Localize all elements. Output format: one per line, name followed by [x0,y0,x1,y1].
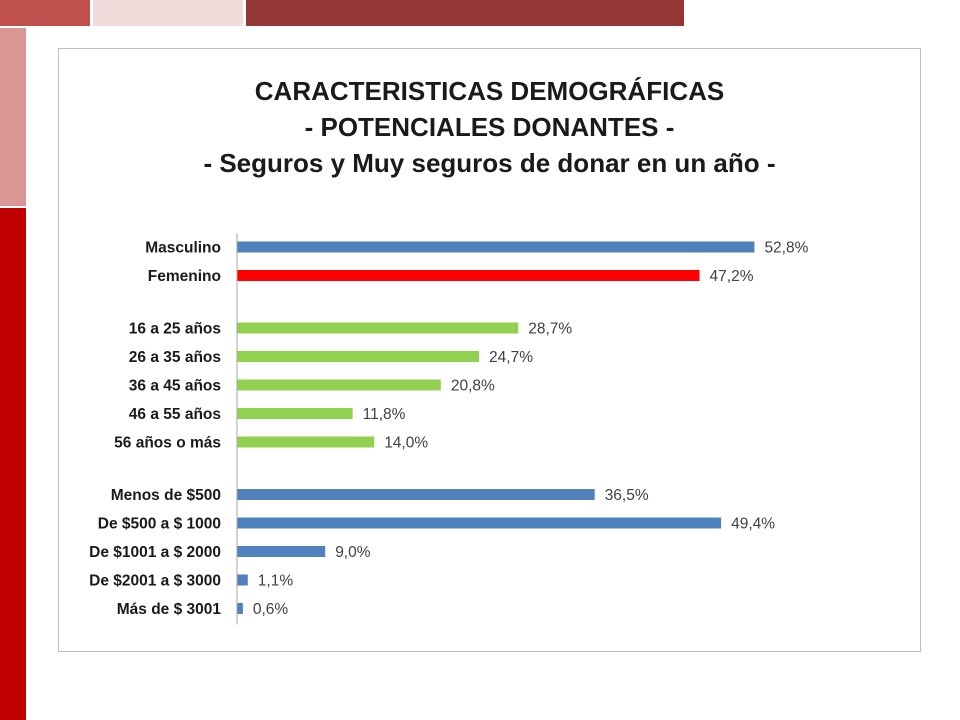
value-label: 20,8% [451,378,495,395]
chart-title-line-3: - Seguros y Muy seguros de donar en un a… [203,148,776,178]
header-decor-dark-red-block [246,0,684,26]
value-label: 28,7% [528,321,572,338]
category-label: 56 años o más [114,435,221,452]
category-label: 46 a 55 años [129,406,221,423]
bar [237,489,595,500]
bar [237,379,441,391]
bar [237,270,700,281]
chart-title: CARACTERISTICAS DEMOGRÁFICAS - POTENCIAL… [59,73,920,181]
bar [237,546,326,557]
value-label: 52,8% [764,240,808,257]
bar [237,436,375,448]
category-label: Masculino [145,240,221,257]
category-label: 36 a 45 años [129,378,221,395]
side-decor-red-block [0,208,26,720]
category-label: Femenino [148,268,221,285]
side-decor-pink-block [0,28,26,206]
value-label: 9,0% [335,544,371,561]
bar [237,574,248,586]
category-label: 26 a 35 años [129,349,221,366]
bar [237,351,480,362]
header-decor-pink-block [93,0,243,26]
category-label: Menos de $500 [111,487,221,504]
chart-frame: CARACTERISTICAS DEMOGRÁFICAS - POTENCIAL… [58,48,921,652]
category-label: Más de $ 3001 [117,601,222,618]
value-label: 24,7% [489,349,533,366]
category-label: De $1001 a $ 2000 [89,544,221,561]
bar [237,322,519,334]
value-label: 11,8% [363,406,406,423]
value-label: 36,5% [605,487,649,504]
chart-title-line-2: - POTENCIALES DONANTES - [304,112,675,142]
category-label: De $2001 a $ 3000 [89,573,221,590]
value-label: 0,6% [253,601,289,618]
value-label: 47,2% [710,268,754,285]
bar [237,241,755,253]
chart-title-line-1: CARACTERISTICAS DEMOGRÁFICAS [254,76,725,106]
value-label: 49,4% [731,516,775,533]
value-label: 1,1% [258,573,294,590]
bar [237,408,353,419]
value-label: 14,0% [384,435,428,452]
bar [237,517,722,529]
bar-chart: Masculino 52,8% Femenino 47,2% 16 a 25 años 2… [89,233,809,625]
bar [237,603,243,614]
header-decor-red-block [0,0,90,26]
category-label: 16 a 25 años [129,321,221,338]
category-label: De $500 a $ 1000 [98,516,221,533]
